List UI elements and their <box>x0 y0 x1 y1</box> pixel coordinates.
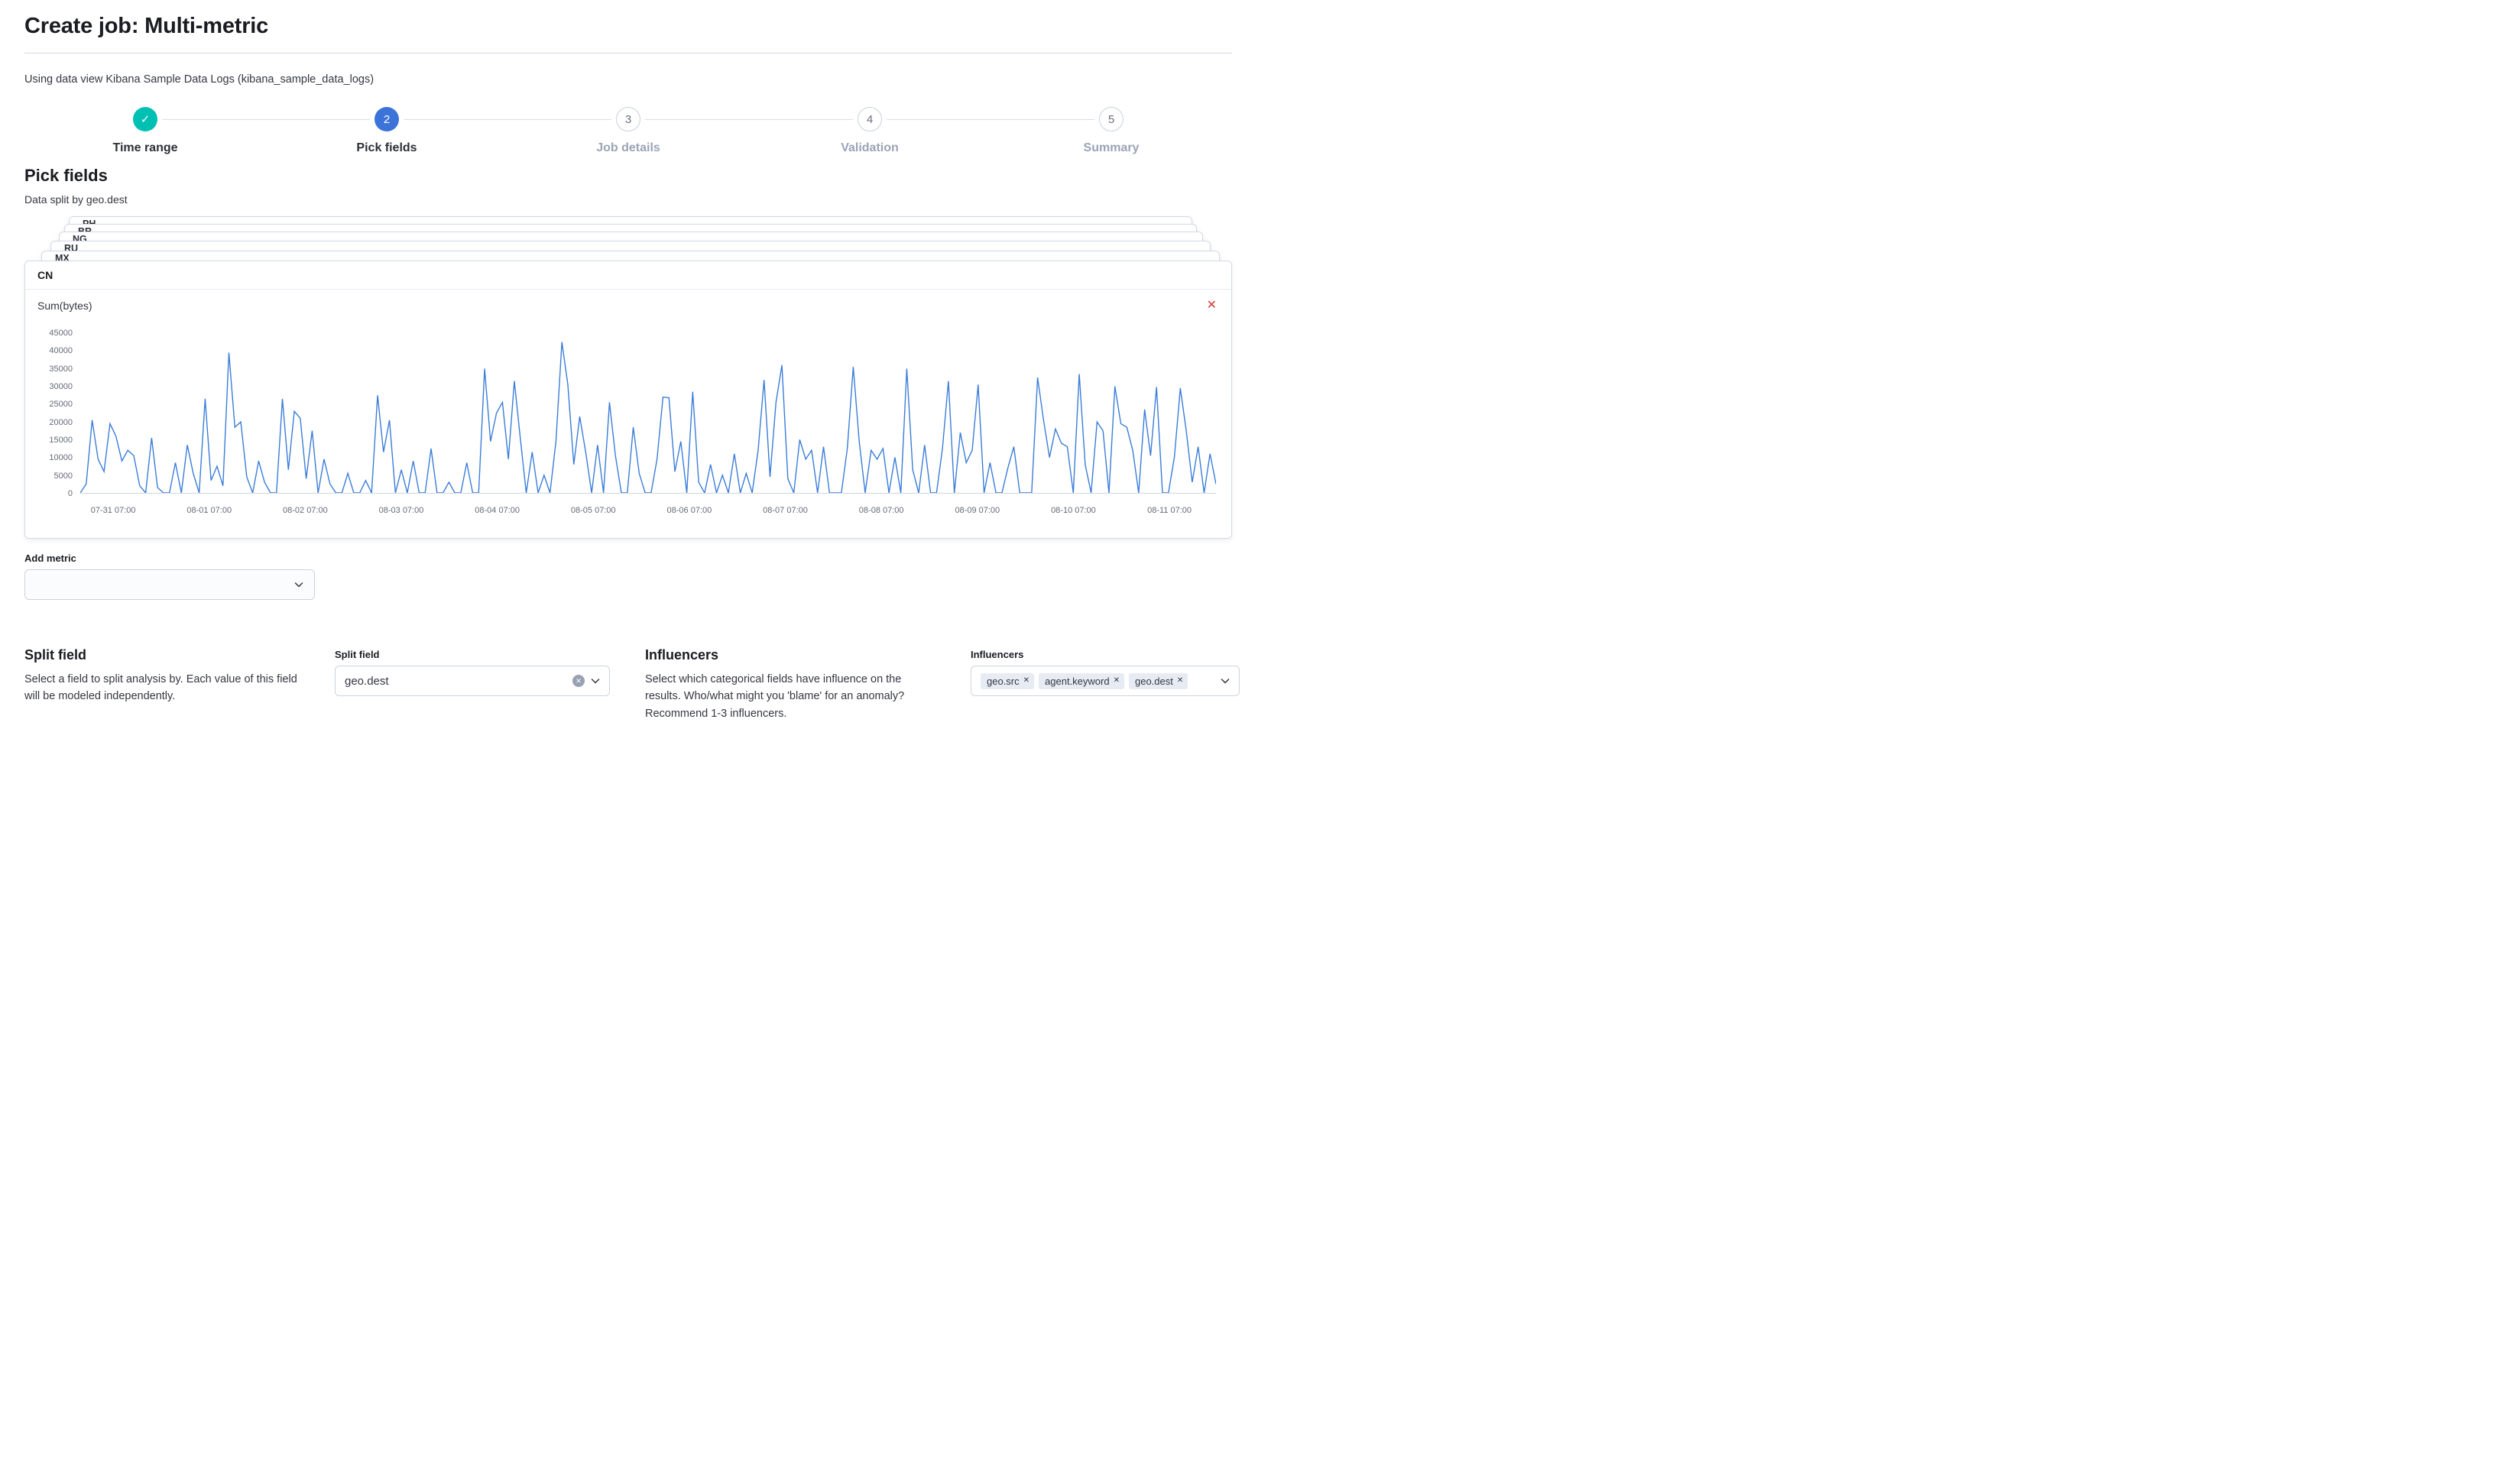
add-metric-label: Add metric <box>24 552 76 564</box>
influencer-pill: geo.dest ✕ <box>1128 672 1188 689</box>
metric-label: Sum(bytes) <box>37 300 92 312</box>
x-axis-tick: 07-31 07:00 <box>90 506 136 515</box>
step-number: 3 <box>616 107 640 131</box>
split-field-description: Select a field to split analysis by. Eac… <box>24 673 297 703</box>
page-title: Create job: Multi-metric <box>24 14 269 38</box>
split-field-combobox[interactable]: geo.dest ✕ <box>335 666 610 696</box>
split-card-stack: PH BR NG RU MX CN Sum(bytes) ✕ 050001000… <box>24 216 1232 539</box>
remove-icon[interactable]: ✕ <box>1176 676 1184 685</box>
wizard-stepper: ✓ Time range 2 Pick fields 3 Job details… <box>24 107 1232 155</box>
check-icon: ✓ <box>140 113 151 126</box>
add-metric-select[interactable] <box>24 569 315 600</box>
step-summary[interactable]: 5 Summary <box>887 107 1232 155</box>
split-field-form: Split field geo.dest ✕ <box>335 647 625 722</box>
y-axis-tick: 40000 <box>49 346 73 356</box>
x-axis-tick: 08-08 07:00 <box>858 506 904 515</box>
x-axis-tick: 08-02 07:00 <box>283 506 328 515</box>
chart-plot-area <box>80 333 1216 494</box>
x-axis-tick: 08-01 07:00 <box>186 506 232 515</box>
step-number: 4 <box>858 107 882 131</box>
split-card-title: CN <box>25 261 1231 290</box>
data-split-caption: Data split by geo.dest <box>24 193 128 206</box>
split-field-heading: Split field <box>24 647 86 663</box>
influencers-description: Select which categorical fields have inf… <box>645 673 905 720</box>
y-axis-tick: 10000 <box>49 453 73 463</box>
x-axis-tick: 08-03 07:00 <box>378 506 424 515</box>
chevron-down-icon <box>293 578 305 591</box>
y-axis-tick: 20000 <box>49 417 73 427</box>
influencers-section: Influencers Select which categorical fie… <box>645 647 951 722</box>
pick-fields-heading: Pick fields <box>24 166 108 185</box>
x-axis-tick: 08-11 07:00 <box>1147 506 1192 515</box>
step-label: Job details <box>596 141 660 154</box>
clear-icon[interactable]: ✕ <box>572 675 585 687</box>
y-axis-tick: 30000 <box>49 382 73 391</box>
remove-icon[interactable]: ✕ <box>1023 676 1030 685</box>
data-view-caption: Using data view Kibana Sample Data Logs … <box>24 73 375 86</box>
y-axis-tick: 0 <box>67 489 73 498</box>
y-axis-tick: 45000 <box>49 329 73 338</box>
step-label: Pick fields <box>356 141 417 154</box>
split-card-front: CN Sum(bytes) ✕ 0 5000 10000 15000 20000 2500… <box>24 261 1232 539</box>
step-number: 2 <box>375 107 399 131</box>
y-axis-tick: 25000 <box>49 400 73 410</box>
split-field-label: Split field <box>335 649 380 660</box>
chart-x-axis: 07-31 07:00 08-01 07:00 08-02 07:00 08-03 0… <box>80 494 1216 530</box>
influencer-pill-label: agent.keyword <box>1045 675 1110 687</box>
y-axis-tick: 35000 <box>49 364 73 374</box>
y-axis-tick: 5000 <box>54 471 73 481</box>
x-axis-tick: 08-06 07:00 <box>666 506 712 515</box>
influencers-label: Influencers <box>971 649 1024 660</box>
y-axis-tick: 15000 <box>49 436 73 445</box>
influencers-combobox[interactable]: geo.src ✕ agent.keyword ✕ geo.dest ✕ <box>971 666 1240 696</box>
chevron-down-icon <box>1219 675 1231 687</box>
influencer-pill-label: geo.src <box>987 675 1020 687</box>
x-axis-tick: 08-04 07:00 <box>475 506 520 515</box>
step-pick-fields[interactable]: 2 Pick fields <box>162 107 507 155</box>
step-complete-dot: ✓ <box>133 107 157 131</box>
create-job-page: Create job: Multi-metric Using data view… <box>0 0 1256 722</box>
step-validation[interactable]: 4 Validation <box>645 107 991 155</box>
step-number: 5 <box>1099 107 1124 131</box>
step-label: Summary <box>1083 141 1140 154</box>
influencers-form: Influencers geo.src ✕ agent.keyword ✕ ge… <box>971 647 1240 722</box>
influencers-heading: Influencers <box>645 647 719 663</box>
split-field-value: geo.dest <box>345 674 389 688</box>
step-label: Time range <box>112 141 178 154</box>
chart-y-axis: 0 5000 10000 15000 20000 25000 30000 35000 40000… <box>37 329 80 498</box>
influencer-pill: agent.keyword ✕ <box>1039 672 1124 689</box>
x-axis-tick: 08-07 07:00 <box>763 506 808 515</box>
x-axis-tick: 08-09 07:00 <box>955 506 1000 515</box>
metric-chart: 0 5000 10000 15000 20000 25000 30000 35000 40000… <box>25 329 1231 498</box>
step-time-range[interactable]: ✓ Time range <box>24 107 266 155</box>
step-label: Validation <box>841 141 899 154</box>
remove-icon[interactable]: ✕ <box>1113 676 1120 685</box>
influencer-pill-label: geo.dest <box>1134 675 1173 687</box>
split-field-section: Split field Select a field to split anal… <box>24 647 315 722</box>
delete-metric-icon[interactable]: ✕ <box>1206 299 1217 312</box>
chevron-down-icon <box>589 675 601 687</box>
chart-line-series <box>80 342 1216 493</box>
x-axis-tick: 08-10 07:00 <box>1051 506 1096 515</box>
influencer-pill: geo.src ✕ <box>981 672 1035 689</box>
line-chart-svg <box>80 333 1216 493</box>
step-job-details[interactable]: 3 Job details <box>404 107 749 155</box>
x-axis-tick: 08-05 07:00 <box>570 506 616 515</box>
